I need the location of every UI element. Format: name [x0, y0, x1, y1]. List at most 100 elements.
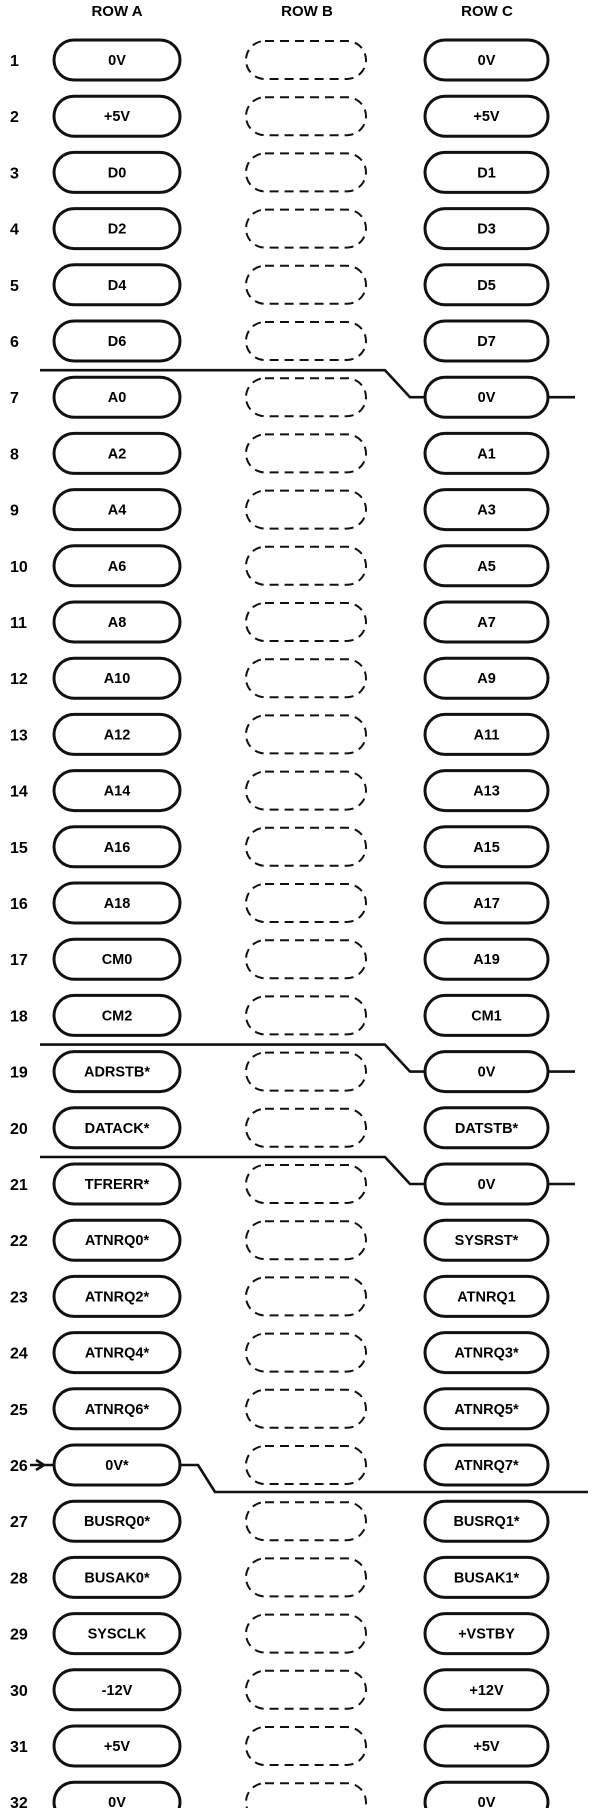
pin-row: 7 A0 0V [10, 375, 550, 419]
row-c-pin-label: A1 [477, 446, 496, 462]
row-a-pin-label: -12V [102, 1683, 133, 1699]
row-c-pin-label: 0V [478, 1065, 496, 1081]
row-a-pin [52, 1331, 182, 1375]
row-b-empty-pin [245, 602, 367, 642]
row-c-pin [423, 1443, 550, 1487]
row-c-pin [423, 319, 550, 363]
row-c-pin [423, 1274, 550, 1318]
row-c-pin-label: SYSRST* [455, 1233, 519, 1249]
row-b-empty-pin [245, 1388, 367, 1429]
row-a-pin [52, 1780, 182, 1808]
row-a-pin [52, 94, 182, 138]
row-b-empty-pin [245, 152, 367, 193]
row-c-pin-label: A15 [473, 840, 500, 856]
pin-row: 4 D2 D3 [10, 207, 550, 251]
row-b-empty-pin [245, 545, 367, 586]
row-b-empty-pin [245, 1669, 367, 1710]
pin-row: 10 A6 A5 [10, 544, 550, 588]
group-divider-line [40, 368, 575, 399]
row-a-pin-label: CM0 [102, 952, 133, 968]
row-a-pin-label: A10 [104, 671, 131, 687]
row-a-pin [52, 1387, 182, 1431]
row-a-pin [52, 1218, 182, 1262]
row-a-pin-label: D6 [108, 334, 127, 350]
row-b-empty-pin [245, 264, 367, 305]
row-c-pin-label: CM1 [471, 1008, 502, 1024]
row-b-empty-pin [245, 883, 367, 923]
row-c-pin [423, 1387, 550, 1431]
row-c-header: ROW C [461, 3, 513, 20]
pin-row: 27 BUSRQ0* BUSRQ1* [10, 1499, 550, 1543]
pin-row: 2 +5V +5V [10, 94, 550, 138]
row-b-empty-pin [245, 1107, 367, 1148]
row-c-pin-label: 0V [478, 1177, 496, 1193]
row-b-empty-pin [245, 1332, 367, 1373]
row-number: 31 [10, 1739, 28, 1756]
row-a-pin [52, 937, 182, 981]
row-a-pin [52, 431, 182, 475]
row-c-pin [423, 94, 550, 138]
row-a-pin-label: SYSCLK [88, 1627, 147, 1643]
row-a-pin [52, 1106, 182, 1150]
row-a-pin [52, 1499, 182, 1543]
row-a-pin-label: BUSRQ0* [84, 1514, 150, 1530]
row-a-pin-label: +5V [104, 109, 131, 125]
row-a-pin [52, 1724, 182, 1768]
row-c-pin-label: A7 [477, 615, 496, 631]
row-c-pin-label: 0V [478, 390, 496, 406]
row-c-pin [423, 207, 550, 251]
row-c-pin [423, 38, 550, 82]
row-c-pin [423, 1331, 550, 1375]
row-c-pin [423, 1499, 550, 1543]
signal-group-dividers [30, 368, 588, 1494]
row-number: 18 [10, 1008, 28, 1025]
row-a-pin-label: A14 [104, 784, 131, 800]
row-c-pin [423, 656, 550, 700]
row-a-pin [52, 1555, 182, 1599]
row-c-pin-label: BUSAK1* [454, 1570, 520, 1586]
row-number: 5 [10, 278, 19, 295]
pin-row: 19 ADRSTB* 0V [10, 1050, 550, 1094]
row-number: 27 [10, 1514, 28, 1531]
row-c-pin-label: DATSTB* [455, 1121, 519, 1137]
row-a-pin-label: A8 [108, 615, 127, 631]
group-divider-line [40, 1043, 575, 1073]
row-a-pin [52, 1162, 182, 1206]
row-number: 26 [10, 1458, 28, 1475]
row-a-pin-label: A4 [108, 503, 127, 519]
row-c-pin-label: A17 [473, 896, 500, 912]
row-b-empty-pin [245, 1557, 367, 1598]
row-b-empty-pin [245, 1220, 367, 1261]
pin-row: 5 D4 D5 [10, 263, 550, 307]
row-number: 12 [10, 671, 28, 688]
row-number: 25 [10, 1402, 28, 1419]
row-c-pin [423, 1612, 550, 1656]
row-number: 23 [10, 1289, 28, 1306]
pin-row: 3 D0 D1 [10, 150, 550, 194]
row-number: 32 [10, 1795, 28, 1808]
row-number: 16 [10, 896, 28, 913]
row-b-empty-pin [245, 377, 367, 418]
row-a-pin-label: +5V [104, 1739, 131, 1755]
row-c-pin-label: BUSRQ1* [453, 1514, 519, 1530]
row-c-pin-label: +12V [469, 1683, 504, 1699]
row-b-empty-pin [245, 1445, 367, 1485]
pin-row: 26 0V* ATNRQ7* [10, 1443, 550, 1487]
pin-row: 29 SYSCLK +VSTBY [10, 1612, 550, 1656]
pin-rows: 1 0V 0V 2 +5V +5V 3 D0 D1 4 D2 D3 5 D4 D5 6 D6 D7 7 A0 0V 8 A2… [10, 38, 550, 1808]
row-b-empty-pin [245, 770, 367, 811]
row-c-pin [423, 993, 550, 1037]
row-number: 30 [10, 1683, 28, 1700]
pin-row: 17 CM0 A19 [10, 937, 550, 981]
row-a-pin [52, 375, 182, 419]
pin-row: 21 TFRERR* 0V [10, 1162, 550, 1206]
row-a-pin [52, 1274, 182, 1318]
row-c-pin [423, 600, 550, 644]
row-number: 19 [10, 1065, 28, 1082]
row-b-empty-pin [245, 40, 367, 80]
row-a-pin-label: ATNRQ4* [85, 1346, 150, 1362]
row-number: 11 [10, 615, 27, 632]
row-a-pin-label: ATNRQ0* [85, 1233, 150, 1249]
row-b-empty-pin [245, 1276, 367, 1317]
row-number: 4 [10, 222, 19, 239]
